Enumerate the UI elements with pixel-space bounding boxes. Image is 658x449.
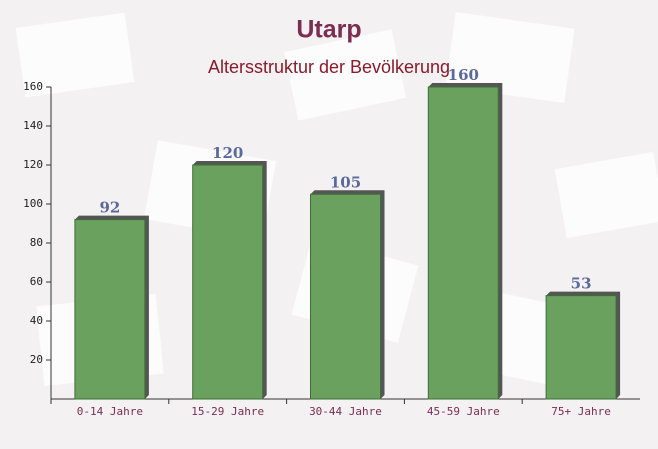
- value-label: 160: [448, 66, 479, 84]
- y-tick-label: 60: [30, 275, 43, 288]
- chart-subtitle: Altersstruktur der Bevölkerung: [208, 57, 450, 77]
- bar: [545, 295, 617, 400]
- x-tick-label: 0-14 Jahre: [77, 405, 143, 418]
- value-label: 92: [99, 199, 120, 217]
- y-tick-label: 20: [30, 353, 43, 366]
- y-tick-label: 140: [23, 119, 43, 132]
- y-tick-label: 100: [23, 197, 43, 210]
- y-tick-label: 80: [30, 236, 43, 249]
- x-tick-label: 15-29 Jahre: [191, 405, 264, 418]
- bar: [74, 219, 146, 400]
- y-tick-label: 40: [30, 314, 43, 327]
- value-label: 53: [571, 275, 592, 293]
- bar: [310, 193, 381, 400]
- value-label: 105: [330, 173, 361, 191]
- y-tick-label: 120: [23, 158, 43, 171]
- x-tick-label: 45-59 Jahre: [427, 405, 500, 418]
- bar: [192, 164, 264, 400]
- x-tick-label: 75+ Jahre: [551, 405, 611, 418]
- y-tick-label: 160: [23, 80, 43, 93]
- value-label: 120: [212, 144, 243, 162]
- bar: [427, 86, 499, 400]
- chart-title: Utarp: [296, 16, 361, 44]
- x-tick-label: 30-44 Jahre: [309, 405, 382, 418]
